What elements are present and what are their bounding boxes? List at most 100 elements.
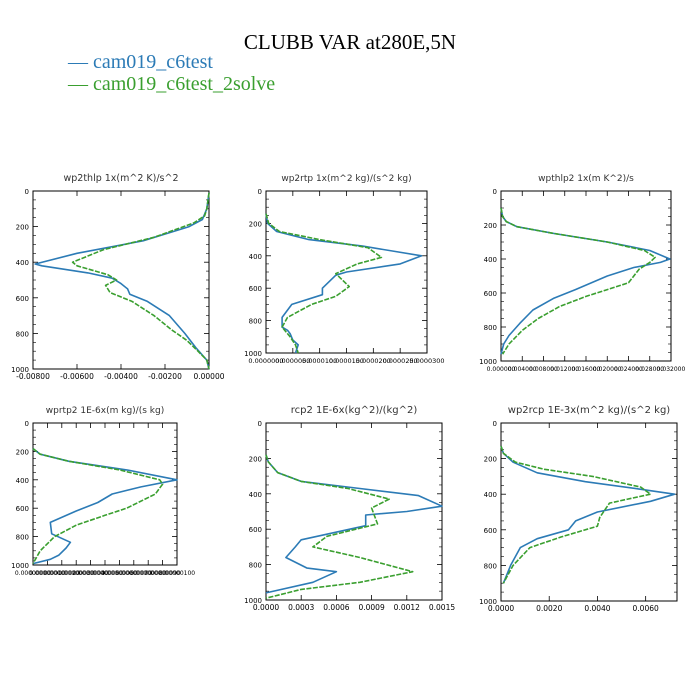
x-tick-label: -0.00200 bbox=[148, 372, 182, 381]
y-tick-label: 200 bbox=[484, 456, 497, 464]
series-line-c6test-2solve bbox=[500, 207, 656, 355]
legend-line-icon: — bbox=[68, 51, 88, 73]
y-tick-label: 800 bbox=[484, 324, 497, 332]
y-tick-label: 200 bbox=[249, 220, 262, 228]
x-tick-label: 0.0000200 bbox=[356, 357, 391, 365]
y-tick-label: 400 bbox=[484, 256, 497, 264]
y-tick-label: 800 bbox=[16, 534, 29, 542]
y-tick-label: 800 bbox=[249, 318, 262, 326]
panel-5: rcp2 1E-6x(kg^2)/(kg^2) 0 200 400 600 800 1000… bbox=[244, 405, 455, 612]
x-tick-label: 0.0003 bbox=[288, 603, 314, 612]
x-tick-label: 0.0000 bbox=[253, 603, 279, 612]
legend-line-icon: — bbox=[68, 73, 88, 95]
x-tick-label: 0.0060 bbox=[633, 604, 659, 613]
plot-frame bbox=[500, 422, 678, 602]
x-tick-label: 0.00000000 bbox=[15, 570, 51, 577]
legend-label: cam019_c6test bbox=[93, 51, 213, 73]
plot-frame bbox=[32, 190, 210, 370]
series-line-c6test bbox=[265, 213, 423, 354]
y-tick-label: 200 bbox=[249, 455, 262, 463]
x-tick-label: 0.0015 bbox=[429, 603, 455, 612]
y-tick-label: 800 bbox=[249, 562, 262, 570]
panel-6: wp2rcp 1E-3x(m^2 kg)/(s^2 kg) 0 200 400 600 8… bbox=[479, 405, 678, 613]
panel-title: wp2thlp 1x(m^2 K)/s^2 bbox=[63, 173, 178, 184]
y-tick-label: 600 bbox=[484, 527, 497, 535]
series-line-c6test-2solve bbox=[265, 213, 383, 354]
x-tick-label: 0.020000 bbox=[593, 366, 622, 373]
series-line-c6test bbox=[500, 445, 676, 584]
x-tick-label: 0.00000080 bbox=[130, 570, 166, 577]
x-tick-label: 0.012000 bbox=[550, 366, 579, 373]
y-tick-label: 0 bbox=[25, 188, 29, 196]
y-tick-label: 400 bbox=[16, 259, 29, 267]
y-tick-label: 1000 bbox=[244, 350, 262, 358]
y-tick-label: 600 bbox=[16, 295, 29, 303]
y-tick-label: 600 bbox=[16, 505, 29, 513]
x-tick-label: 0.004000 bbox=[508, 366, 537, 373]
x-tick-label: -0.00600 bbox=[60, 372, 94, 381]
main-title: CLUBB VAR at280E,5N bbox=[243, 30, 457, 54]
y-tick-label: 200 bbox=[16, 448, 29, 456]
legend-entry-c6test-2solve: — cam019_c6test_2solve bbox=[68, 73, 275, 95]
legend-entry-c6test: — cam019_c6test bbox=[68, 51, 213, 73]
y-tick-label: 0 bbox=[25, 420, 29, 428]
y-tick-label: 200 bbox=[484, 222, 497, 230]
panel-title: wp2rtp 1x(m^2 kg)/(s^2 kg) bbox=[281, 174, 411, 184]
panel-4: wprtp2 1E-6x(m kg)/(s kg) 0 200 400 600 800 10… bbox=[11, 406, 195, 577]
x-tick-label: 0.00000060 bbox=[101, 570, 137, 577]
y-tick-label: 600 bbox=[249, 526, 262, 534]
x-tick-label: 0.0000000 bbox=[248, 357, 283, 365]
x-tick-label: 0.008000 bbox=[529, 366, 558, 373]
y-tick-label: 0 bbox=[258, 420, 262, 428]
y-tick-label: 600 bbox=[484, 290, 497, 298]
panel-3: wpthlp2 1x(m K^2)/s020040060080010000.00… bbox=[479, 174, 685, 373]
series-line-c6test-2solve bbox=[71, 192, 210, 370]
y-tick-label: 1000 bbox=[11, 366, 29, 374]
x-tick-label: -0.00800 bbox=[16, 372, 50, 381]
panel-title: wprtp2 1E-6x(m kg)/(s kg) bbox=[46, 406, 164, 416]
series-line-c6test bbox=[32, 447, 178, 565]
panel-2: wp2rtp 1x(m^2 kg)/(s^2 kg) 0 200 400 600 800 1… bbox=[244, 174, 444, 365]
x-tick-label: 0.0000 bbox=[488, 604, 514, 613]
series-line-c6test bbox=[500, 207, 671, 355]
x-tick-label: 0.00000100 bbox=[159, 570, 195, 577]
x-tick-label: 0.016000 bbox=[572, 366, 601, 373]
plot-frame bbox=[265, 422, 443, 601]
series-line-c6test-2solve bbox=[500, 445, 652, 584]
y-tick-label: 400 bbox=[249, 253, 262, 261]
plot-frame bbox=[500, 190, 672, 362]
x-tick-label: 0.00000040 bbox=[72, 570, 108, 577]
x-tick-label: 0.024000 bbox=[614, 366, 643, 373]
x-tick-label: 0.0000100 bbox=[302, 357, 337, 365]
legend-label: cam019_c6test_2solve bbox=[93, 73, 276, 95]
y-tick-label: 1000 bbox=[479, 358, 497, 366]
x-tick-label: 0.0000300 bbox=[409, 357, 444, 365]
x-tick-label: 0.032000 bbox=[657, 366, 686, 373]
y-tick-label: 400 bbox=[16, 477, 29, 485]
x-tick-label: 0.00000030 bbox=[58, 570, 94, 577]
y-tick-label: 0 bbox=[258, 188, 262, 196]
y-tick-label: 1000 bbox=[479, 598, 497, 606]
plot-frame bbox=[32, 422, 178, 566]
y-tick-label: 800 bbox=[484, 562, 497, 570]
x-tick-label: 0.028000 bbox=[635, 366, 664, 373]
x-tick-label: 0.0020 bbox=[536, 604, 562, 613]
y-tick-label: 200 bbox=[16, 224, 29, 232]
y-tick-label: 600 bbox=[249, 285, 262, 293]
x-tick-label: 0.00000050 bbox=[87, 570, 123, 577]
y-tick-label: 1000 bbox=[244, 597, 262, 605]
x-tick-label: 0.00000070 bbox=[116, 570, 152, 577]
x-tick-label: 0.0012 bbox=[394, 603, 420, 612]
panel-1: wp2thlp 1x(m^2 K)/s^202004006008001000-0… bbox=[11, 173, 225, 381]
x-tick-label: 0.0009 bbox=[358, 603, 384, 612]
x-tick-label: 0.0040 bbox=[584, 604, 610, 613]
x-tick-label: 0.00000 bbox=[193, 372, 224, 381]
x-tick-label: 0.000000 bbox=[487, 366, 516, 373]
x-tick-label: 0.0000050 bbox=[275, 357, 310, 365]
series-line-c6test-2solve bbox=[32, 447, 164, 564]
panel-title: rcp2 1E-6x(kg^2)/(kg^2) bbox=[291, 405, 418, 416]
x-tick-label: 0.00000010 bbox=[29, 570, 65, 577]
x-tick-label: 0.0006 bbox=[323, 603, 349, 612]
y-tick-label: 800 bbox=[16, 330, 29, 338]
